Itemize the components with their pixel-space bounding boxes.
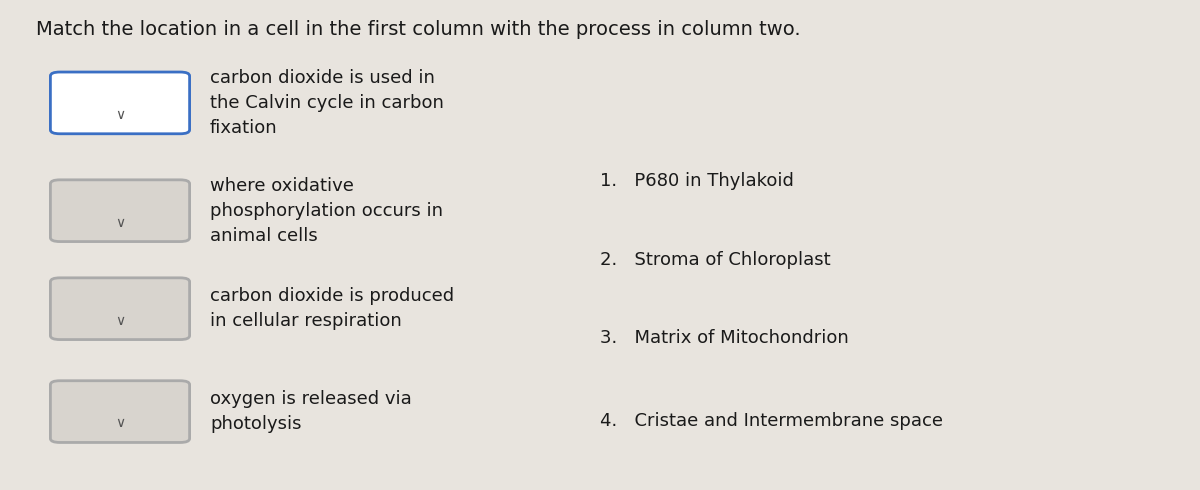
- Text: where oxidative
phosphorylation occurs in
animal cells: where oxidative phosphorylation occurs i…: [210, 177, 443, 245]
- FancyBboxPatch shape: [50, 278, 190, 340]
- Text: ∨: ∨: [115, 416, 125, 430]
- FancyBboxPatch shape: [50, 180, 190, 242]
- Text: oxygen is released via
photolysis: oxygen is released via photolysis: [210, 390, 412, 433]
- Text: carbon dioxide is used in
the Calvin cycle in carbon
fixation: carbon dioxide is used in the Calvin cyc…: [210, 69, 444, 137]
- Text: Match the location in a cell in the first column with the process in column two.: Match the location in a cell in the firs…: [36, 20, 800, 39]
- Text: ∨: ∨: [115, 216, 125, 229]
- Text: 3.   Matrix of Mitochondrion: 3. Matrix of Mitochondrion: [600, 329, 848, 347]
- Text: 2.   Stroma of Chloroplast: 2. Stroma of Chloroplast: [600, 251, 830, 269]
- Text: ∨: ∨: [115, 314, 125, 327]
- Text: ∨: ∨: [115, 108, 125, 122]
- Text: carbon dioxide is produced
in cellular respiration: carbon dioxide is produced in cellular r…: [210, 287, 454, 330]
- FancyBboxPatch shape: [50, 72, 190, 134]
- Text: 1.   P680 in Thylakoid: 1. P680 in Thylakoid: [600, 172, 794, 190]
- FancyBboxPatch shape: [50, 381, 190, 442]
- Text: 4.   Cristae and Intermembrane space: 4. Cristae and Intermembrane space: [600, 413, 943, 430]
